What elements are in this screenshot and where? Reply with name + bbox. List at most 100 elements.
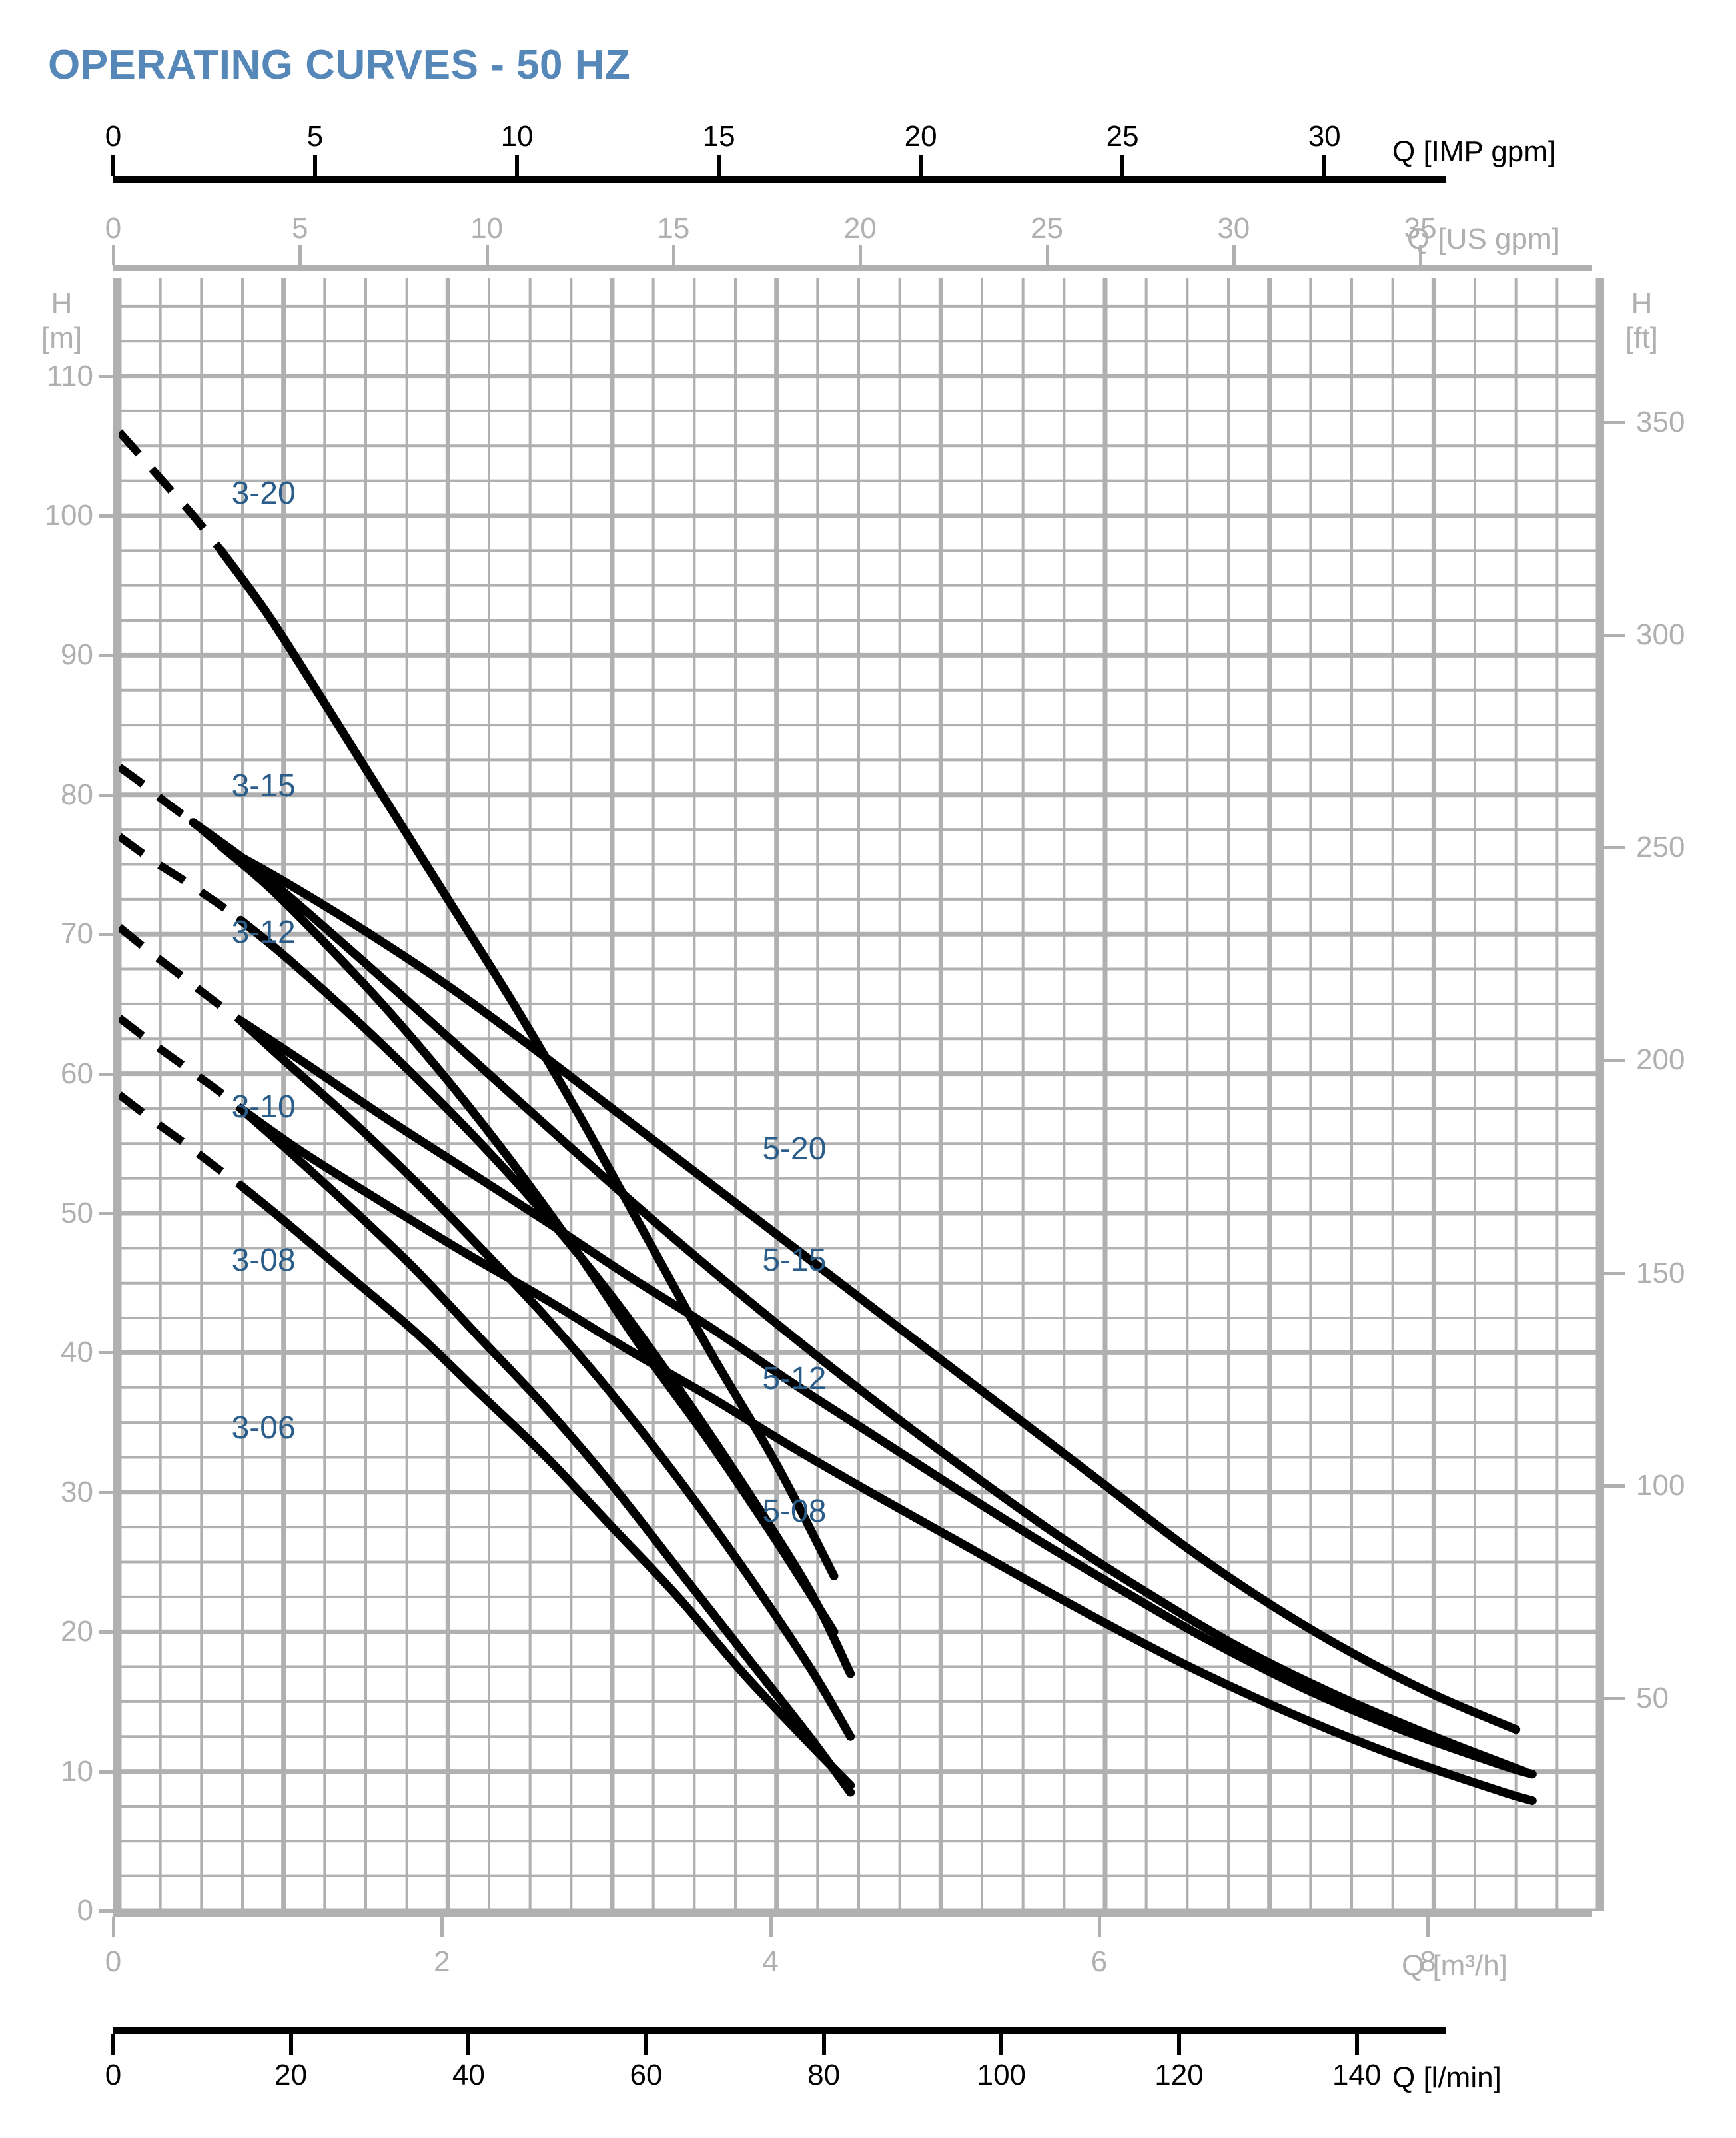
pump-curve-dashed-3-06 xyxy=(119,1091,244,1189)
axis-right-h-ft-tick xyxy=(1596,1484,1625,1488)
axis-top-us-gpm-tick-label: 20 xyxy=(843,212,877,245)
axis-top-imp-gpm-unit: Q [IMP gpm] xyxy=(1392,135,1557,168)
axis-bottom-lmin-tick xyxy=(999,2034,1004,2055)
axis-bottom-m3h-tick xyxy=(769,1917,773,1937)
axis-top-imp-gpm-tick xyxy=(1322,155,1327,176)
axis-bottom-m3h-tick xyxy=(112,1917,115,1937)
axis-bottom-lmin-bar xyxy=(113,2027,1446,2034)
axis-top-us-gpm-bar xyxy=(113,265,1592,271)
axis-left-h-m-tick xyxy=(99,1909,116,1913)
axis-right-h-ft-tick xyxy=(1596,1059,1625,1063)
curve-label-5-20: 5-20 xyxy=(762,1131,827,1167)
axis-bottom-m3h-tick-label: 6 xyxy=(1090,1945,1108,1978)
axis-right-h-ft-unit-line1: H xyxy=(1631,287,1653,320)
axis-top-us-gpm-tick xyxy=(859,245,863,265)
axis-top-imp-gpm-tick xyxy=(1120,155,1125,176)
pump-curve-3-15 xyxy=(217,841,839,1636)
axis-bottom-lmin-tick-label: 60 xyxy=(630,2059,663,2091)
axis-bottom-lmin-tick xyxy=(1354,2034,1359,2055)
curve-label-5-08: 5-08 xyxy=(762,1494,827,1530)
axis-right-h-ft-tick xyxy=(1596,1271,1625,1275)
axis-left-h-m-tick xyxy=(99,1351,116,1355)
axis-top-us-gpm-tick-label: 30 xyxy=(1217,212,1250,245)
axis-left-h-m-tick xyxy=(99,1072,116,1076)
axis-top-us-gpm-tick-label: 0 xyxy=(105,212,122,245)
axis-bottom-lmin-tick-label: 20 xyxy=(274,2059,308,2091)
curve-label-3-06: 3-06 xyxy=(231,1410,296,1446)
pump-curve-3-08 xyxy=(236,1104,855,1797)
axis-right-h-ft-tick-label: 200 xyxy=(1636,1043,1685,1077)
pump-curve-3-10 xyxy=(236,1016,855,1741)
axis-left-h-m-tick-label: 80 xyxy=(61,778,93,811)
axis-top-us-gpm-tick-label: 25 xyxy=(1031,212,1063,245)
pump-curve-3-06 xyxy=(236,1181,855,1790)
axis-left-h-m-tick-label: 0 xyxy=(77,1894,93,1927)
axis-left-h-m-tick-label: 40 xyxy=(61,1336,93,1369)
axis-right-h-ft-tick-label: 50 xyxy=(1636,1681,1669,1714)
axis-left-h-m-tick-label: 20 xyxy=(61,1615,93,1648)
pump-curve-dashed-3-10 xyxy=(119,924,244,1024)
curve-label-5-12: 5-12 xyxy=(762,1361,827,1397)
axis-left-h-m-tick-label: 10 xyxy=(61,1754,93,1788)
axis-left-h-m-tick-label: 70 xyxy=(61,917,93,951)
curve-label-3-20: 3-20 xyxy=(231,475,296,511)
pump-curve-5-08 xyxy=(236,1104,1537,1806)
axis-top-us-gpm-tick xyxy=(485,245,489,265)
pump-curve-dashed-3-20 xyxy=(119,429,224,554)
axis-top-us-gpm-tick-label: 10 xyxy=(470,212,504,245)
axis-left-h-m-tick xyxy=(99,654,116,658)
pump-curve-5-20 xyxy=(217,841,1521,1734)
axis-bottom-lmin-tick xyxy=(466,2034,471,2055)
axis-bottom-m3h-tick xyxy=(440,1917,444,1937)
axis-top-imp-gpm-tick xyxy=(313,155,318,176)
pump-curve-dashed-3-08 xyxy=(119,1015,244,1112)
axis-left-h-m-tick xyxy=(99,793,116,797)
axis-top-imp-gpm-tick xyxy=(111,155,115,176)
axis-right-h-ft-tick-label: 350 xyxy=(1636,406,1685,439)
axis-top-us-gpm-tick xyxy=(298,245,302,265)
axis-top-imp-gpm-tick-label: 5 xyxy=(306,120,324,153)
axis-left-h-m-tick xyxy=(99,1211,116,1215)
axis-right-h-ft-tick-label: 300 xyxy=(1636,618,1685,652)
axis-top-us-gpm-tick-label: 5 xyxy=(292,212,308,245)
axis-top-imp-gpm-tick xyxy=(515,155,520,176)
axis-right-h-ft-unit-line2: [ft] xyxy=(1625,322,1658,354)
axis-top-imp-gpm-tick-label: 20 xyxy=(904,120,937,153)
axis-top-imp-gpm-tick-label: 25 xyxy=(1106,120,1139,153)
page-title: OPERATING CURVES - 50 HZ xyxy=(48,42,631,88)
curve-label-3-12: 3-12 xyxy=(231,915,296,951)
axis-bottom-lmin-tick-label: 140 xyxy=(1332,2059,1382,2091)
curve-label-3-08: 3-08 xyxy=(231,1243,296,1279)
axis-bottom-m3h-tick xyxy=(1098,1917,1101,1937)
axis-top-imp-gpm-tick xyxy=(919,155,923,176)
pump-curve-3-20 xyxy=(217,546,839,1580)
chart-plot-area xyxy=(113,278,1604,1911)
axis-bottom-lmin-tick xyxy=(288,2034,293,2055)
axis-bottom-lmin-tick-label: 100 xyxy=(977,2059,1027,2091)
axis-top-us-gpm-tick xyxy=(671,245,675,265)
axis-right-h-ft-tick-label: 150 xyxy=(1636,1256,1685,1289)
pump-curve-5-12 xyxy=(236,1016,1537,1779)
axis-bottom-m3h-unit: Q [m³/h] xyxy=(1402,1949,1508,1982)
axis-left-h-m-tick-label: 60 xyxy=(61,1057,93,1090)
axis-left-h-m-tick xyxy=(99,1630,116,1634)
axis-bottom-m3h-tick-label: 8 xyxy=(1420,1945,1436,1978)
axis-left-h-m-tick xyxy=(99,1490,116,1494)
axis-right-h-ft-tick xyxy=(1596,421,1625,425)
axis-top-imp-gpm-tick xyxy=(717,155,721,176)
axis-bottom-lmin-tick-label: 0 xyxy=(105,2059,122,2091)
axis-left-h-m-tick xyxy=(99,1770,116,1774)
axis-left-h-m-tick-label: 30 xyxy=(61,1475,93,1508)
axis-top-imp-gpm-tick-label: 0 xyxy=(105,120,122,153)
axis-right-h-ft-tick xyxy=(1596,1696,1625,1700)
axis-top-us-gpm-tick xyxy=(1232,245,1236,265)
axis-bottom-lmin-tick xyxy=(111,2034,115,2055)
axis-bottom-lmin-unit: Q [l/min] xyxy=(1392,2061,1502,2094)
grid-minor-lines xyxy=(119,278,1598,1911)
axis-top-us-gpm-tick xyxy=(1419,245,1423,265)
curve-label-3-10: 3-10 xyxy=(231,1089,296,1125)
axis-left-h-m-tick-label: 50 xyxy=(61,1196,93,1229)
axis-bottom-lmin-tick-label: 40 xyxy=(452,2059,485,2091)
axis-bottom-m3h-tick-label: 0 xyxy=(105,1945,122,1978)
axis-left-h-m-tick xyxy=(99,514,116,518)
